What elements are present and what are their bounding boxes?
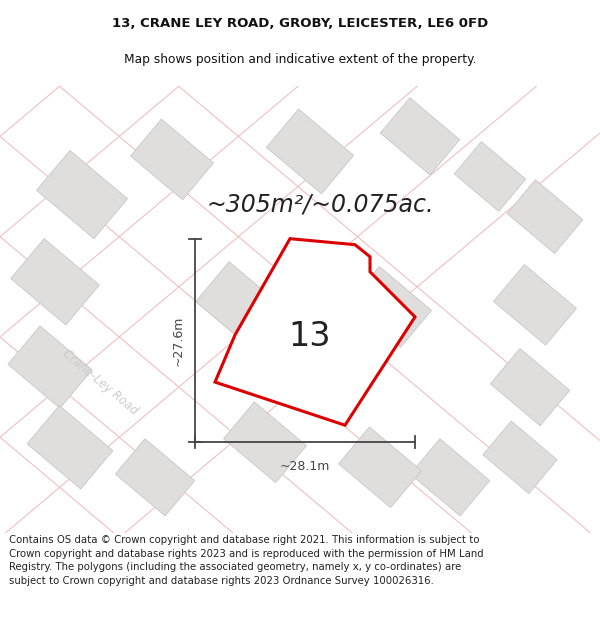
Polygon shape — [224, 402, 307, 482]
Polygon shape — [349, 266, 431, 348]
Polygon shape — [507, 180, 583, 254]
Text: ~28.1m: ~28.1m — [280, 460, 330, 473]
Polygon shape — [215, 239, 415, 425]
Polygon shape — [27, 406, 113, 489]
Polygon shape — [490, 349, 569, 426]
Text: 13: 13 — [289, 321, 331, 354]
Polygon shape — [8, 326, 92, 408]
Text: 13, CRANE LEY ROAD, GROBY, LEICESTER, LE6 0FD: 13, CRANE LEY ROAD, GROBY, LEICESTER, LE… — [112, 18, 488, 30]
Polygon shape — [410, 439, 490, 516]
Polygon shape — [196, 262, 284, 348]
Polygon shape — [115, 439, 194, 516]
Polygon shape — [131, 119, 214, 200]
Polygon shape — [483, 421, 557, 494]
Text: Crane-Ley Road: Crane-Ley Road — [60, 347, 140, 418]
Polygon shape — [11, 239, 99, 325]
Polygon shape — [266, 109, 353, 194]
Text: Contains OS data © Crown copyright and database right 2021. This information is : Contains OS data © Crown copyright and d… — [9, 535, 484, 586]
Polygon shape — [494, 264, 577, 345]
Text: ~305m²/~0.075ac.: ~305m²/~0.075ac. — [206, 192, 434, 217]
Text: ~27.6m: ~27.6m — [172, 315, 185, 366]
Polygon shape — [380, 98, 460, 175]
Polygon shape — [454, 142, 526, 211]
Text: Map shows position and indicative extent of the property.: Map shows position and indicative extent… — [124, 54, 476, 66]
Polygon shape — [338, 427, 421, 508]
Polygon shape — [37, 151, 127, 239]
